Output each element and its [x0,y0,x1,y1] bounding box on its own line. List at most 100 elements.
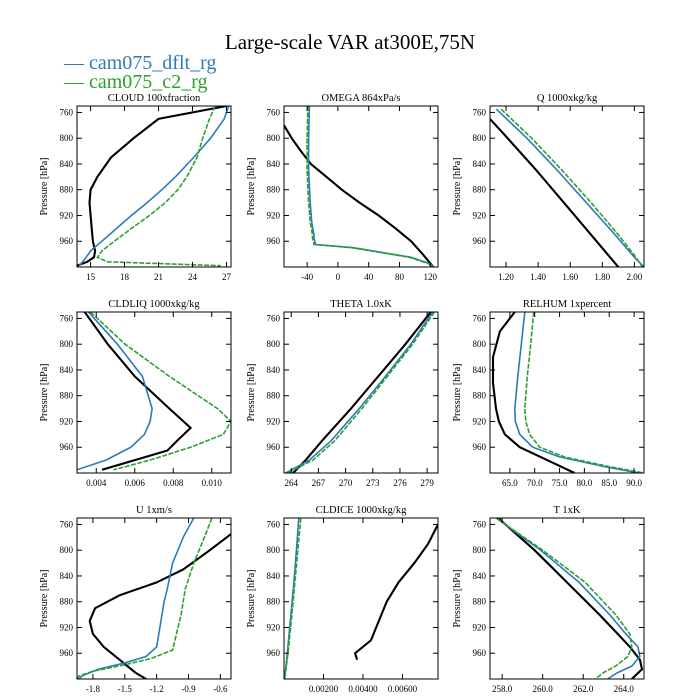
x-tick-label: 2.00 [627,272,643,282]
y-tick-label: 920 [473,210,487,220]
panel-title: Q 1000xkg/kg [537,93,598,104]
y-tick-label: 880 [473,391,487,401]
x-tick-label: 80.0 [577,478,593,488]
panel-title: CLDLIQ 1000xkg/kg [108,299,200,310]
y-tick-label: 920 [473,622,487,632]
panel-6: 760 800 840 880 920 960 -1.8 -1.5 -1.2 -0.9 -0.6 U … [39,505,232,694]
panel-3: 760 800 840 880 920 960 0.004 0.006 0.008 0.010 CL… [39,299,232,488]
series-line-series1 [523,312,644,473]
y-tick-label: 760 [60,313,74,323]
x-tick-label: -1.8 [86,684,101,694]
y-tick-label: 840 [60,571,74,581]
y-tick-label: 760 [473,519,487,529]
series-line-series1 [284,518,302,679]
x-tick-label: 65.0 [502,478,518,488]
series-line-series1 [96,106,221,267]
legend-label-c2: cam075_c2_rg [89,71,208,93]
y-tick-label: 840 [60,365,74,375]
y-axis-label: Pressure [hPa] [246,569,257,627]
y-tick-label: 920 [267,210,281,220]
y-tick-label: 920 [473,416,487,426]
y-tick-label: 960 [60,236,74,246]
x-tick-label: 1.80 [594,272,610,282]
y-tick-label: 880 [267,597,281,607]
series-line-series1 [89,312,231,471]
series-line-ref [491,312,575,473]
series-line-ref [292,312,432,473]
y-axis-label: Pressure [hPa] [452,569,463,627]
y-axis-label: Pressure [hPa] [39,569,50,627]
panel-title: THETA 1.0xK [330,299,392,310]
y-tick-label: 760 [267,107,281,117]
x-tick-label: 0.00400 [348,684,378,694]
panel-title: RELHUM 1xpercent [523,299,611,310]
y-tick-label: 800 [267,339,281,349]
y-tick-label: 840 [267,159,281,169]
series-line-ref [353,523,438,661]
panel-0: 760 800 840 880 920 960 15 18 21 24 27 CLOUD 100xfr… [39,93,232,282]
panel-2: 760 800 840 880 920 960 1.20 1.40 1.60 1.80 2.00 Q … [452,93,645,282]
panel-frame [76,311,232,474]
series-line-ref [490,118,620,267]
legend-entry-c2: — cam075_c2_rg [64,71,208,94]
panel-frame [76,105,232,268]
y-axis-label: Pressure [hPa] [246,363,257,421]
panel-title: OMEGA 864xPa/s [321,93,400,104]
x-tick-label: 264.0 [614,684,635,694]
y-tick-label: 840 [473,159,487,169]
legend-line-dflt-icon: — [64,52,84,74]
y-tick-label: 960 [473,648,487,658]
x-tick-label: 0.010 [202,478,223,488]
y-tick-label: 880 [60,597,74,607]
x-tick-label: 27 [222,272,232,282]
panel-title: T 1xK [554,505,581,516]
series-line-ref [77,106,227,267]
y-tick-label: 880 [473,597,487,607]
panel-7: 760 800 840 880 920 960 0.00200 0.00400 0.00600 C… [246,505,439,694]
y-tick-label: 760 [267,519,281,529]
x-tick-label: 258.0 [492,684,513,694]
panel-title: U 1xm/s [136,505,172,516]
y-tick-label: 840 [473,365,487,375]
y-tick-label: 880 [60,391,74,401]
y-tick-label: 920 [60,210,74,220]
panel-frame [489,105,645,268]
x-tick-label: 21 [154,272,163,282]
y-tick-label: 920 [60,622,74,632]
series-line-ref [284,124,435,267]
panel-frame [76,517,232,680]
x-tick-label: 85.0 [601,478,617,488]
series-line-series1 [287,312,436,473]
y-tick-label: 800 [473,133,487,143]
panel-4: 760 800 840 880 920 960 264 267 270 273 276 279 THET… [246,299,439,488]
y-tick-label: 920 [60,416,74,426]
panel-frame [283,105,439,268]
series-line-series1 [306,106,433,267]
y-tick-label: 760 [473,313,487,323]
y-tick-label: 840 [267,365,281,375]
panel-5: 760 800 840 880 920 960 65.0 70.0 75.0 80.0 85.0 90… [452,299,645,488]
y-tick-label: 760 [60,107,74,117]
y-tick-label: 760 [60,519,74,529]
series-line-series0 [284,518,300,679]
x-tick-label: 0 [336,272,341,282]
series-line-series0 [77,312,153,471]
panel-1: 760 800 840 880 920 960 -40 0 40 80 120 OMEGA 864xP… [246,93,439,282]
x-tick-label: 0.00200 [309,684,339,694]
y-tick-label: 760 [267,313,281,323]
x-tick-label: 0.008 [163,478,184,488]
y-tick-label: 960 [60,442,74,452]
y-tick-label: 800 [473,545,487,555]
legend-entry-dflt: — cam075_dflt_rg [64,52,216,75]
y-axis-label: Pressure [hPa] [452,157,463,215]
series-line-ref [88,533,231,679]
x-tick-label: 80 [395,272,405,282]
x-tick-label: -1.2 [150,684,164,694]
x-tick-label: 264 [284,478,298,488]
series-line-series0 [78,106,230,267]
y-tick-label: 960 [267,236,281,246]
x-tick-label: -0.9 [181,684,196,694]
series-line-series1 [495,518,633,679]
y-tick-label: 840 [267,571,281,581]
x-tick-label: 1.20 [498,272,514,282]
